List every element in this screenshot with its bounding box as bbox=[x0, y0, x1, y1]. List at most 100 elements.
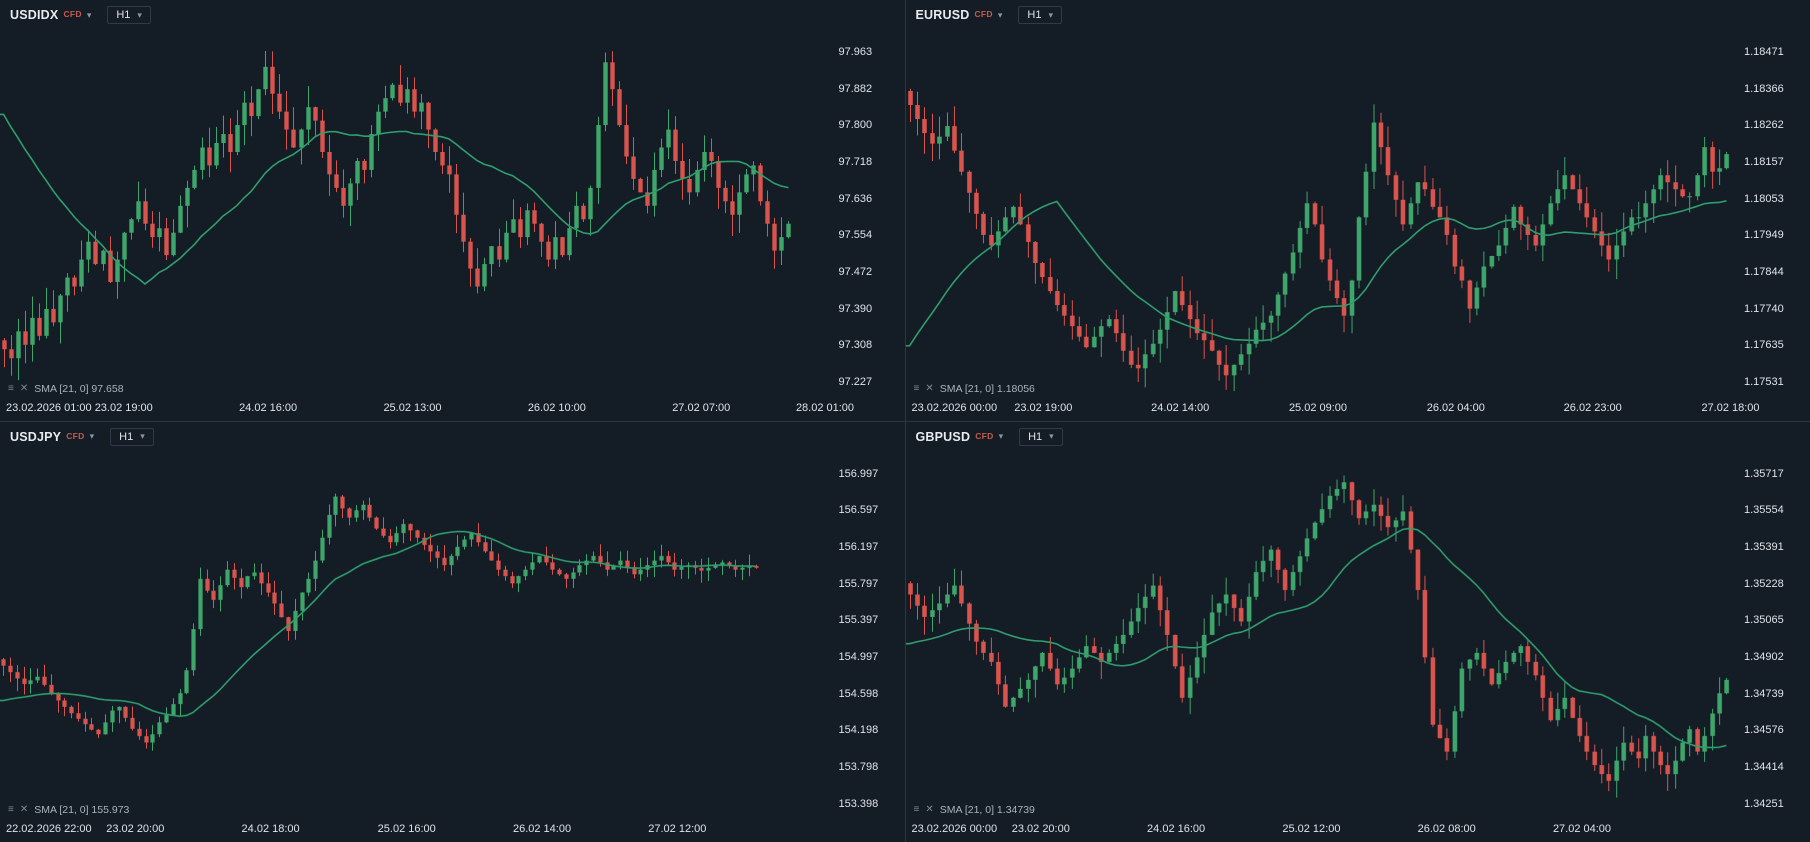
symbol-selector[interactable]: EURUSD CFD ▾ bbox=[916, 8, 1003, 22]
indicator-remove-icon[interactable]: ✕ bbox=[925, 804, 934, 815]
indicator-row: ≡ ✕ SMA [21, 0] 1.18056 bbox=[914, 383, 1035, 395]
symbol-name: EURUSD bbox=[915, 8, 970, 22]
time-tick: 26.02 14:00 bbox=[512, 823, 572, 835]
price-tick: 1.18366 bbox=[1744, 82, 1784, 95]
price-tick: 1.18262 bbox=[1744, 119, 1784, 132]
time-tick: 25.02 12:00 bbox=[1282, 823, 1341, 835]
indicator-label: SMA [21, 0] 1.18056 bbox=[939, 382, 1035, 395]
chart-area: 156.997 156.597 156.197 155.797 155.397 154.9… bbox=[0, 451, 905, 819]
time-tick: 23.02.2026 01:00 bbox=[6, 401, 92, 414]
price-tick: 1.34414 bbox=[1744, 760, 1784, 773]
time-axis[interactable]: 23.02.2026 01:00 23.02 19:00 24.02 16:00 25… bbox=[0, 397, 905, 421]
symbol-selector[interactable]: GBPUSD CFD ▾ bbox=[916, 430, 1004, 444]
indicator-settings-icon[interactable]: ≡ bbox=[8, 804, 14, 815]
time-tick: 26.02 23:00 bbox=[1563, 401, 1622, 414]
time-tick: 25.02 16:00 bbox=[377, 823, 436, 835]
indicator-remove-icon[interactable]: ✕ bbox=[19, 382, 29, 394]
timeframe-selector[interactable]: H1 ▾ bbox=[1019, 427, 1063, 446]
price-tick: 97.390 bbox=[838, 302, 873, 315]
price-axis[interactable]: 156.997 156.597 156.197 155.797 155.397 154.9… bbox=[825, 452, 905, 819]
symbol-selector[interactable]: USDIDX CFD ▾ bbox=[10, 8, 91, 22]
time-tick: 26.02 04:00 bbox=[1426, 401, 1485, 414]
chevron-down-icon: ▾ bbox=[140, 431, 145, 441]
price-tick: 1.17740 bbox=[1744, 302, 1784, 315]
chevron-down-icon: ▾ bbox=[89, 431, 95, 441]
chevron-down-icon: ▾ bbox=[998, 431, 1004, 441]
time-axis[interactable]: 23.02.2026 00:00 23.02 20:00 24.02 16:00 25… bbox=[906, 818, 1810, 842]
chevron-down-icon: ▾ bbox=[997, 9, 1003, 20]
cfd-badge: CFD bbox=[975, 430, 994, 441]
indicator-settings-icon[interactable]: ≡ bbox=[8, 382, 14, 394]
indicator-remove-icon[interactable]: ✕ bbox=[19, 804, 29, 815]
timeframe-selector[interactable]: H1 ▾ bbox=[1018, 6, 1062, 24]
symbol-selector[interactable]: USDJPY CFD ▾ bbox=[10, 430, 94, 444]
price-tick: 97.800 bbox=[838, 119, 873, 132]
indicator-row: ≡ ✕ SMA [21, 0] 97.658 bbox=[8, 383, 124, 395]
price-tick: 1.34739 bbox=[1744, 687, 1784, 700]
candlestick-chart[interactable] bbox=[905, 30, 1810, 397]
indicator-remove-icon[interactable]: ✕ bbox=[925, 382, 934, 394]
price-tick: 1.35228 bbox=[1744, 577, 1784, 590]
price-tick: 1.34576 bbox=[1744, 724, 1784, 737]
cfd-badge: CFD bbox=[63, 9, 82, 19]
time-tick: 24.02 14:00 bbox=[1151, 401, 1210, 414]
time-tick: 23.02.2026 00:00 bbox=[911, 823, 998, 835]
price-tick: 1.35554 bbox=[1744, 504, 1784, 517]
timeframe-selector[interactable]: H1 ▾ bbox=[107, 6, 151, 24]
price-tick: 97.636 bbox=[838, 192, 873, 205]
price-tick: 1.17949 bbox=[1744, 229, 1784, 242]
chart-area: 1.35717 1.35554 1.35391 1.35228 1.35065 1.349… bbox=[905, 451, 1810, 819]
price-tick: 153.398 bbox=[838, 797, 879, 810]
time-tick: 22.02.2026 22:00 bbox=[6, 823, 92, 835]
time-axis[interactable]: 22.02.2026 22:00 23.02 20:00 24.02 18:00 25… bbox=[0, 818, 905, 842]
price-tick: 1.35717 bbox=[1744, 467, 1784, 480]
indicator-label: SMA [21, 0] 1.34739 bbox=[939, 804, 1035, 816]
price-tick: 1.17635 bbox=[1744, 339, 1784, 352]
price-tick: 1.35065 bbox=[1744, 614, 1784, 627]
price-axis[interactable]: 1.35717 1.35554 1.35391 1.35228 1.35065 1.349… bbox=[1730, 452, 1810, 819]
timeframe-selector[interactable]: H1 ▾ bbox=[110, 427, 154, 446]
price-tick: 97.308 bbox=[838, 339, 873, 352]
time-tick: 25.02 09:00 bbox=[1288, 401, 1348, 414]
time-tick: 27.02 18:00 bbox=[1701, 401, 1760, 414]
price-axis[interactable]: 97.963 97.882 97.800 97.718 97.636 97.554 97.4… bbox=[825, 30, 905, 397]
time-tick: 27.02 12:00 bbox=[648, 823, 707, 835]
chart-panel-usdjpy: USDJPY CFD ▾ H1 ▾ 156.997 156.597 156.197 1… bbox=[0, 421, 905, 842]
chart-area: 1.18471 1.18366 1.18262 1.18157 1.18053 1.179… bbox=[905, 30, 1810, 397]
chart-panel-gbpusd: GBPUSD CFD ▾ H1 ▾ 1.35717 1.35554 1.35391 1… bbox=[905, 421, 1810, 842]
time-tick: 23.02 20:00 bbox=[1011, 823, 1070, 835]
price-tick: 1.18157 bbox=[1744, 156, 1784, 168]
price-tick: 154.598 bbox=[838, 687, 879, 700]
time-tick: 26.02 08:00 bbox=[1417, 823, 1476, 835]
timeframe-label: H1 bbox=[1028, 430, 1043, 443]
time-tick: 27.02 07:00 bbox=[672, 401, 731, 414]
candlestick-chart[interactable] bbox=[0, 30, 905, 397]
time-tick: 24.02 18:00 bbox=[241, 823, 300, 835]
chevron-down-icon: ▾ bbox=[86, 9, 92, 20]
price-tick: 97.963 bbox=[838, 46, 873, 58]
cfd-badge: CFD bbox=[66, 430, 85, 441]
candlestick-chart[interactable] bbox=[0, 451, 905, 818]
candlestick-chart[interactable] bbox=[905, 451, 1810, 818]
price-tick: 156.997 bbox=[838, 467, 879, 480]
time-tick: 23.02 19:00 bbox=[1014, 401, 1073, 414]
cfd-badge: CFD bbox=[974, 9, 993, 19]
time-tick: 24.02 16:00 bbox=[1147, 823, 1206, 835]
indicator-settings-icon[interactable]: ≡ bbox=[913, 804, 920, 815]
timeframe-label: H1 bbox=[119, 430, 134, 443]
time-tick: 27.02 04:00 bbox=[1552, 823, 1612, 835]
chevron-down-icon: ▾ bbox=[1048, 9, 1053, 20]
time-tick: 24.02 16:00 bbox=[239, 401, 298, 414]
price-tick: 156.197 bbox=[838, 540, 879, 553]
price-axis[interactable]: 1.18471 1.18366 1.18262 1.18157 1.18053 1.179… bbox=[1730, 30, 1810, 397]
price-tick: 1.17531 bbox=[1744, 376, 1784, 388]
chevron-down-icon: ▾ bbox=[137, 9, 142, 20]
chart-header: USDIDX CFD ▾ H1 ▾ bbox=[0, 0, 905, 30]
timeframe-label: H1 bbox=[116, 9, 131, 21]
indicator-settings-icon[interactable]: ≡ bbox=[913, 382, 920, 394]
chart-panel-usdidx: USDIDX CFD ▾ H1 ▾ 97.963 97.882 97.800 97.7… bbox=[0, 0, 905, 421]
time-axis[interactable]: 23.02.2026 00:00 23.02 19:00 24.02 14:00 25… bbox=[906, 397, 1810, 421]
price-tick: 97.554 bbox=[838, 229, 873, 242]
price-tick: 1.34251 bbox=[1744, 797, 1784, 810]
